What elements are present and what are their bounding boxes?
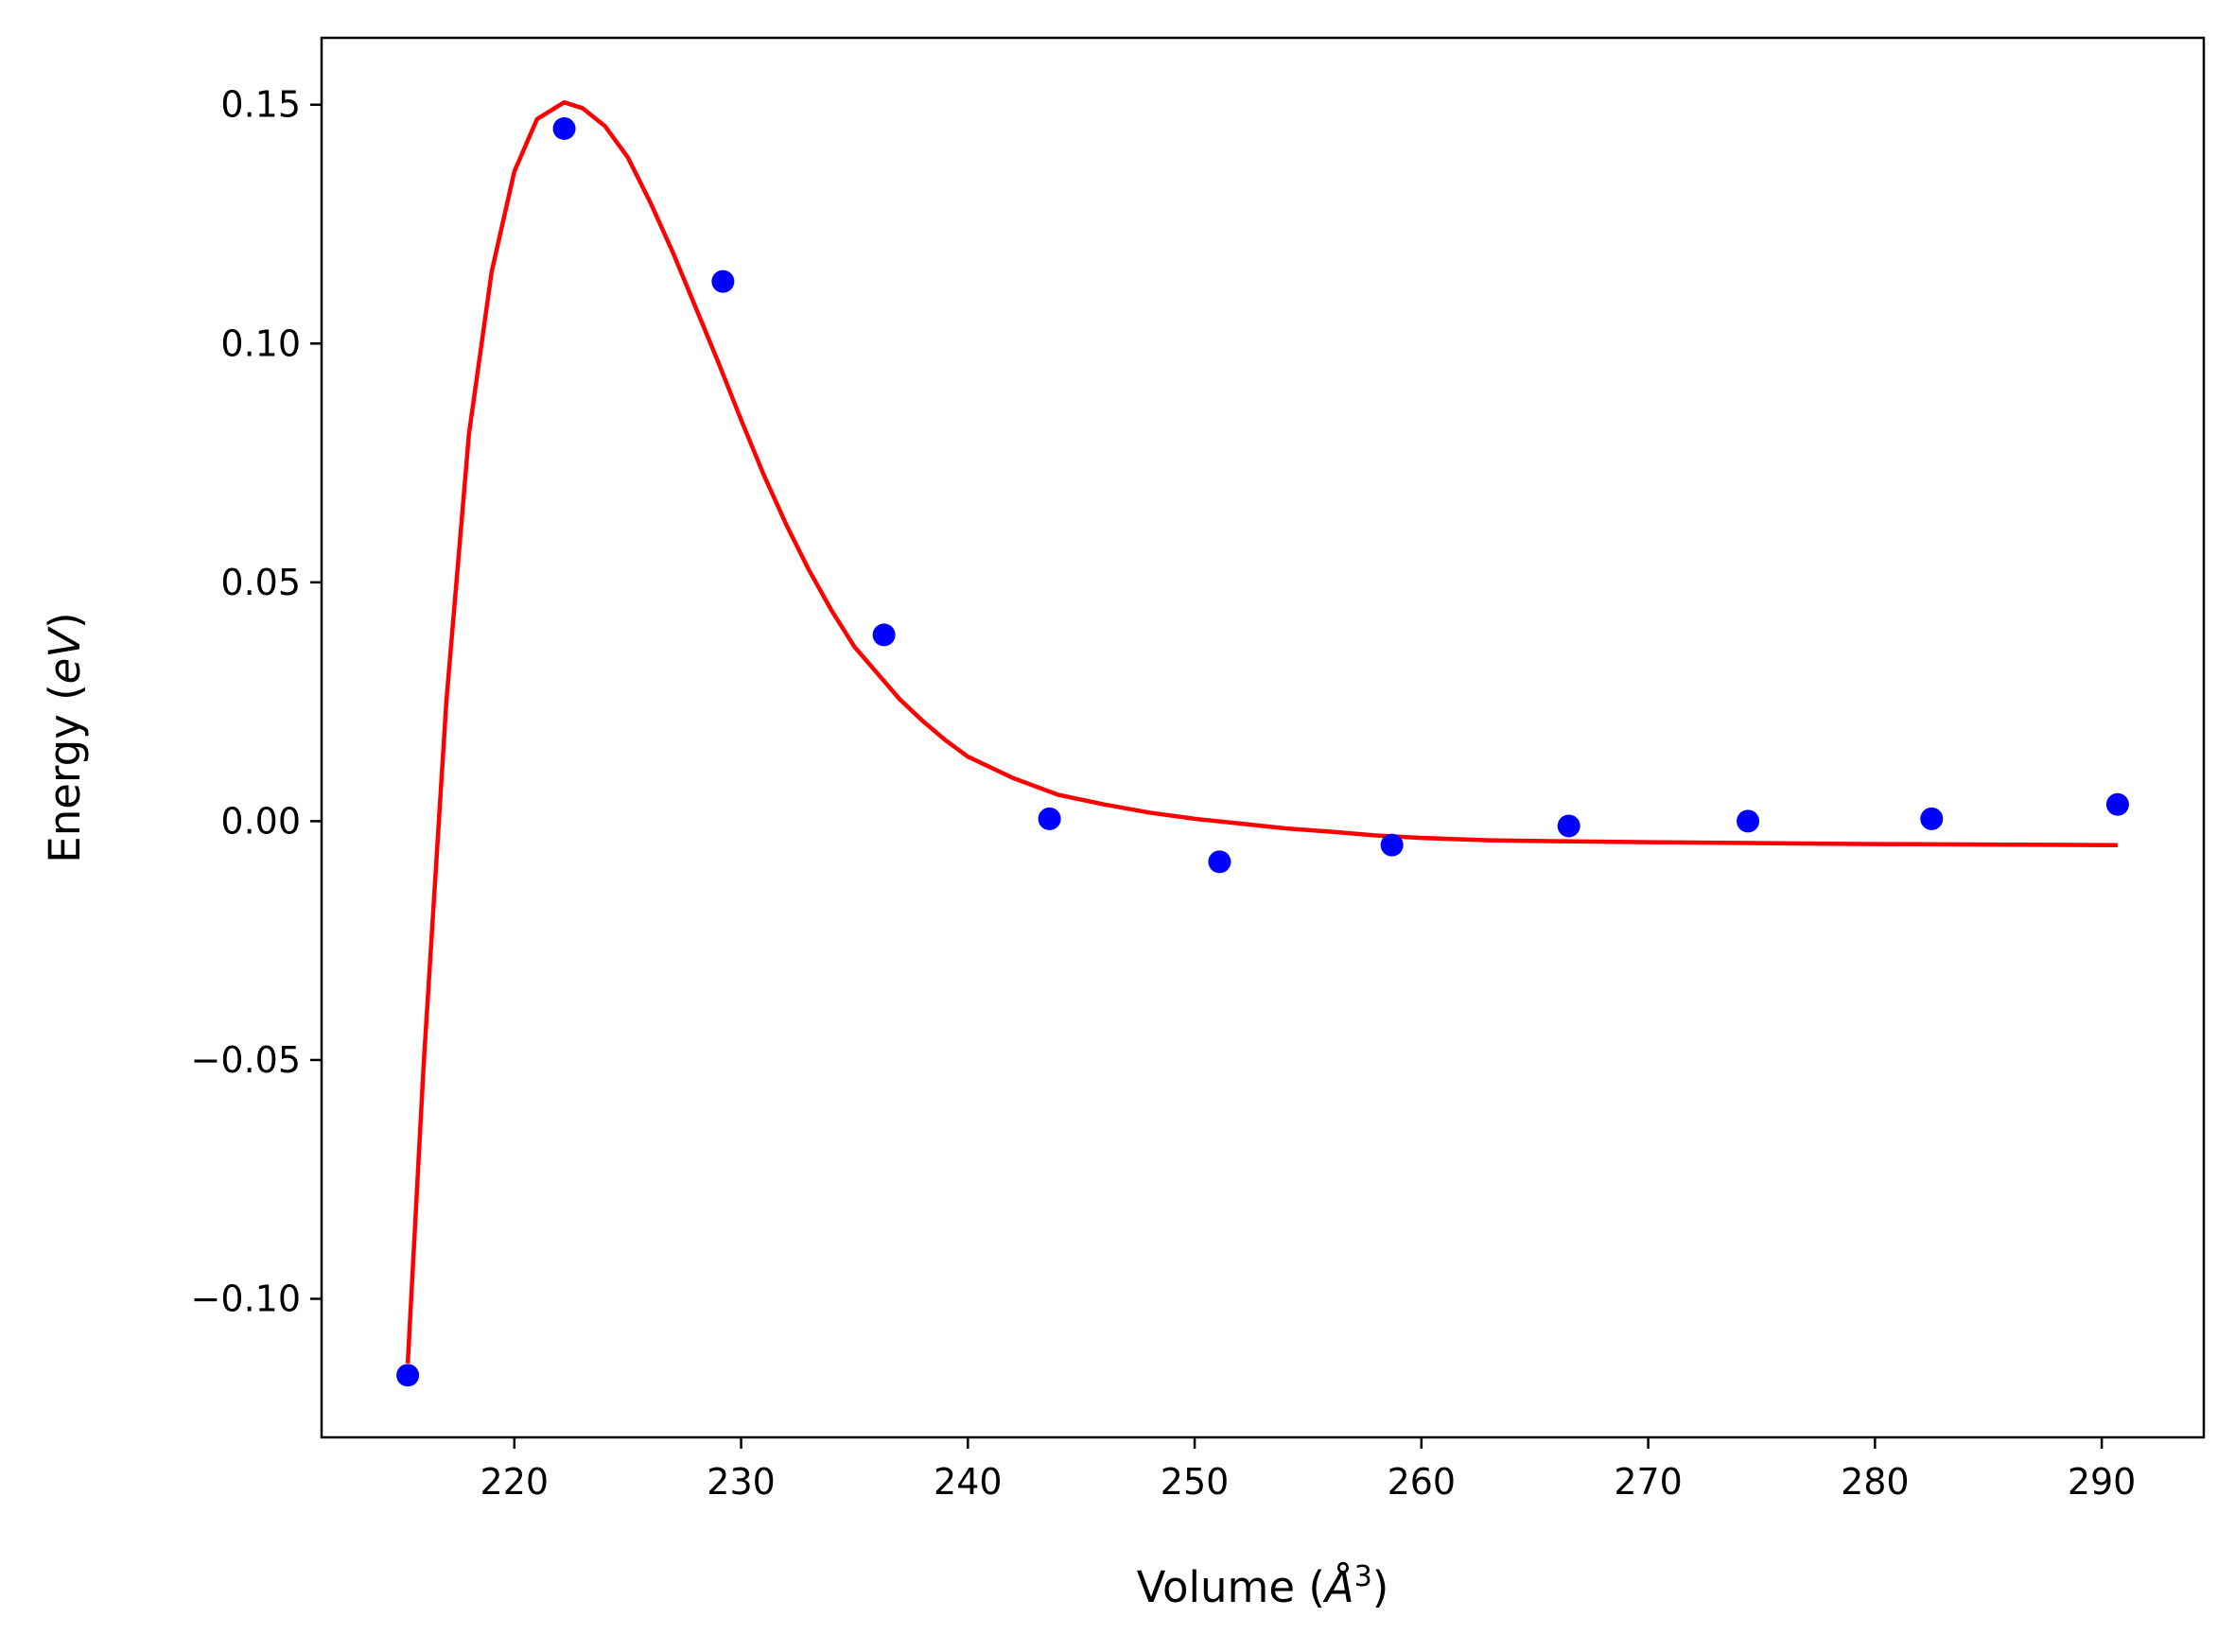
plot-area	[396, 99, 2129, 1387]
data-point	[1737, 809, 1760, 833]
data-point	[1038, 807, 1061, 830]
x-tick-label: 260	[1388, 1461, 1457, 1503]
data-point	[1920, 807, 1944, 830]
data-point	[2105, 792, 2129, 816]
y-tick-label: 0.15	[220, 84, 301, 126]
x-tick-label: 280	[1841, 1461, 1910, 1503]
x-axis-ticks: 220 230 240 250 260 270 280 290	[480, 1437, 2137, 1503]
y-axis-ticks: −0.10 −0.05 0.00 0.05 0.10 0.15	[191, 84, 322, 1320]
y-tick-label: 0.05	[220, 562, 301, 603]
y-tick-label: 0.00	[220, 800, 301, 842]
x-axis-label-close: )	[1372, 1562, 1389, 1612]
data-point	[1208, 850, 1231, 874]
x-axis-label-superscript: 3	[1354, 1560, 1372, 1593]
fit-curve-line	[405, 99, 2118, 1364]
y-axis-label: Energy (eV)	[40, 612, 90, 862]
data-point	[711, 270, 735, 293]
data-point	[1380, 833, 1404, 857]
x-tick-label: 270	[1614, 1461, 1683, 1503]
y-axis-label-unit: eV	[40, 626, 90, 685]
x-axis-label: Volume (Å3)	[1137, 1560, 1389, 1613]
data-point	[396, 1364, 420, 1387]
y-tick-label: −0.10	[191, 1278, 301, 1320]
x-axis-label-text: Volume (	[1137, 1562, 1325, 1612]
axes-frame	[320, 36, 2206, 1439]
x-tick-label: 220	[480, 1461, 550, 1503]
data-point	[872, 623, 896, 647]
y-axis-label-close: )	[40, 612, 90, 629]
x-tick-label: 240	[934, 1461, 1003, 1503]
x-tick-label: 290	[2068, 1461, 2137, 1503]
y-tick-label: −0.05	[191, 1039, 301, 1081]
y-axis-label-text: Energy (	[40, 684, 90, 862]
x-tick-label: 250	[1161, 1461, 1230, 1503]
x-tick-label: 230	[707, 1461, 776, 1503]
data-point	[1557, 814, 1580, 838]
data-point	[552, 116, 576, 140]
y-tick-label: 0.10	[220, 322, 301, 364]
x-axis-label-unit: Å	[1322, 1562, 1354, 1612]
